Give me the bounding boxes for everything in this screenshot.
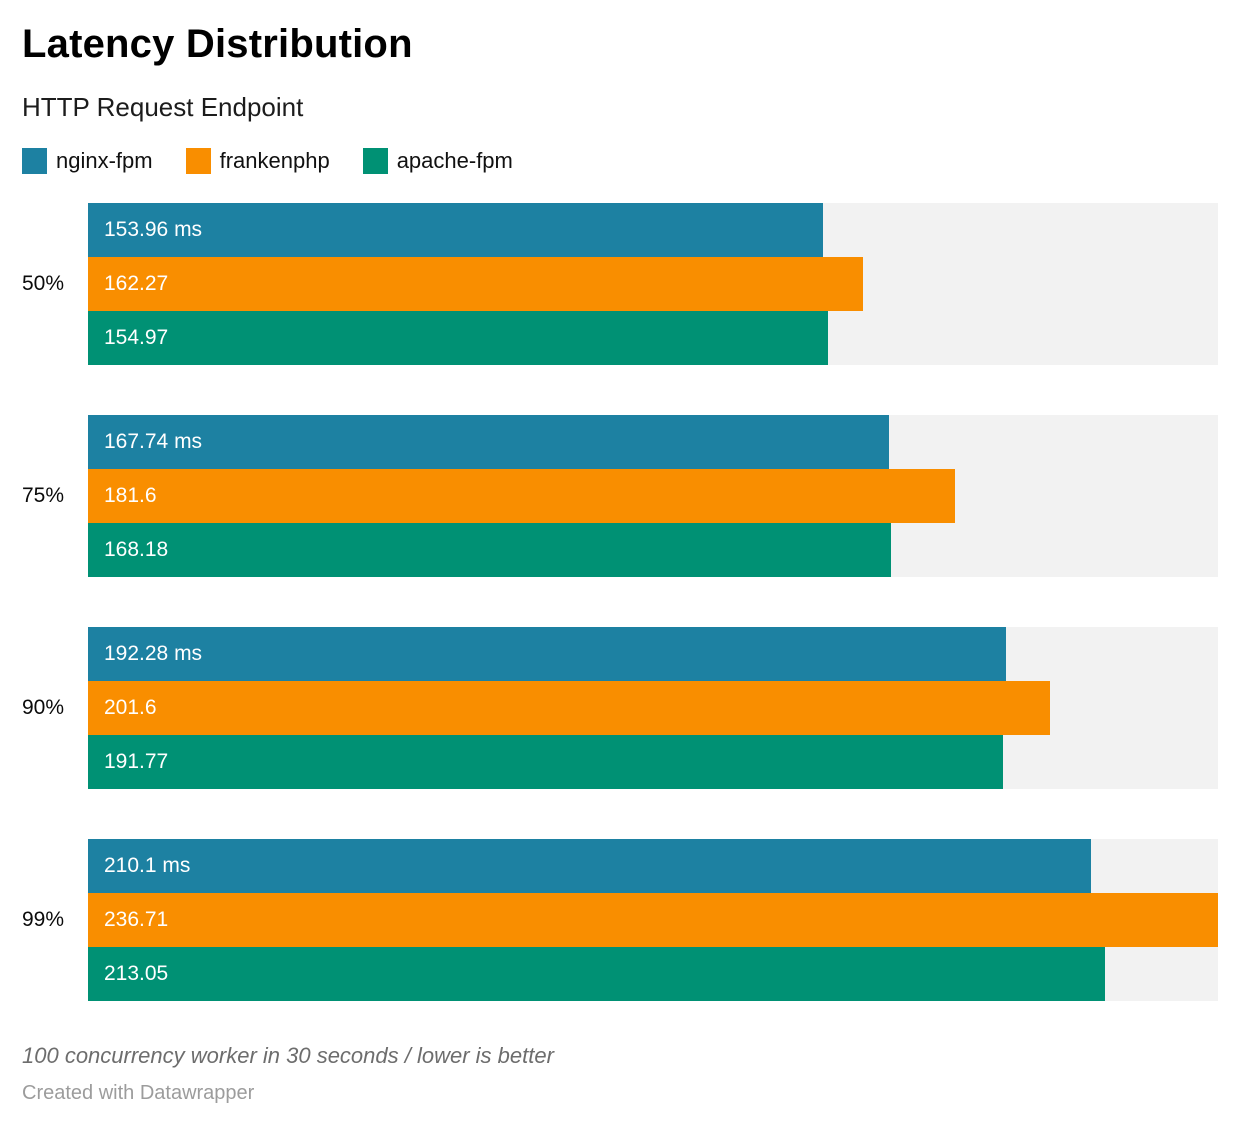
bar-track-50: 153.96 ms 162.27 154.97	[88, 203, 1218, 365]
bar-group-50: 50% 153.96 ms 162.27 154.97	[22, 203, 1218, 365]
bar-nginx-fpm-99: 210.1 ms	[88, 839, 1091, 893]
bar-value-label: 213.05	[104, 962, 169, 985]
bar-value-label: 167.74 ms	[104, 430, 203, 453]
legend: nginx-fpm frankenphp apache-fpm	[22, 148, 1218, 174]
bar-value-label: 154.97	[104, 326, 169, 349]
bar-value-label: 210.1 ms	[104, 854, 191, 877]
category-label-50: 50%	[22, 272, 65, 295]
legend-swatch-nginx-fpm	[22, 148, 47, 174]
bar-value-label: 191.77	[104, 750, 169, 773]
legend-item-nginx-fpm: nginx-fpm	[22, 148, 153, 174]
bar-frankenphp-99: 236.71	[88, 893, 1218, 947]
datawrapper-credit: Created with Datawrapper	[22, 1082, 255, 1104]
bar-apache-fpm-90: 191.77	[88, 735, 1004, 789]
legend-label-frankenphp: frankenphp	[219, 148, 330, 173]
bar-value-label: 153.96 ms	[104, 218, 203, 241]
legend-item-frankenphp: frankenphp	[185, 148, 330, 174]
bar-nginx-fpm-90: 192.28 ms	[88, 627, 1006, 681]
category-label-90: 90%	[22, 696, 65, 719]
page-subtitle: HTTP Request Endpoint	[22, 92, 304, 122]
chart-page: Latency Distribution HTTP Request Endpoi…	[0, 20, 1240, 1105]
bar-apache-fpm-50: 154.97	[88, 311, 828, 365]
bar-chart: 50% 153.96 ms 162.27 154.97 75% 167.74 m…	[22, 203, 1218, 1001]
bar-value-label: 181.6	[104, 484, 157, 507]
footer: 100 concurrency worker in 30 seconds / l…	[22, 1043, 1218, 1105]
category-label-99: 99%	[22, 908, 65, 931]
bar-nginx-fpm-75: 167.74 ms	[88, 415, 889, 469]
bar-track-75: 167.74 ms 181.6 168.18	[88, 415, 1218, 577]
bar-value-label: 192.28 ms	[104, 642, 203, 665]
bar-frankenphp-50: 162.27	[88, 257, 863, 311]
bar-value-label: 201.6	[104, 696, 157, 719]
bar-apache-fpm-99: 213.05	[88, 947, 1106, 1001]
bar-track-90: 192.28 ms 201.6 191.77	[88, 627, 1218, 789]
legend-swatch-apache-fpm	[362, 148, 388, 174]
bar-track-99: 210.1 ms 236.71 213.05	[88, 839, 1218, 1001]
legend-label-apache-fpm: apache-fpm	[396, 148, 513, 173]
page-title: Latency Distribution	[22, 22, 413, 66]
bar-apache-fpm-75: 168.18	[88, 523, 891, 577]
bar-frankenphp-75: 181.6	[88, 469, 955, 523]
bar-nginx-fpm-50: 153.96 ms	[88, 203, 823, 257]
bar-group-75: 75% 167.74 ms 181.6 168.18	[22, 415, 1218, 577]
legend-item-apache-fpm: apache-fpm	[362, 148, 513, 174]
bar-value-label: 236.71	[104, 908, 169, 931]
category-label-75: 75%	[22, 484, 65, 507]
bar-group-99: 99% 210.1 ms 236.71 213.05	[22, 839, 1218, 1001]
bar-group-90: 90% 192.28 ms 201.6 191.77	[22, 627, 1218, 789]
bar-frankenphp-90: 201.6	[88, 681, 1051, 735]
bar-value-label: 162.27	[104, 272, 169, 295]
bar-value-label: 168.18	[104, 538, 169, 561]
legend-swatch-frankenphp	[185, 148, 211, 174]
footer-note: 100 concurrency worker in 30 seconds / l…	[22, 1043, 554, 1068]
legend-label-nginx-fpm: nginx-fpm	[56, 148, 153, 173]
